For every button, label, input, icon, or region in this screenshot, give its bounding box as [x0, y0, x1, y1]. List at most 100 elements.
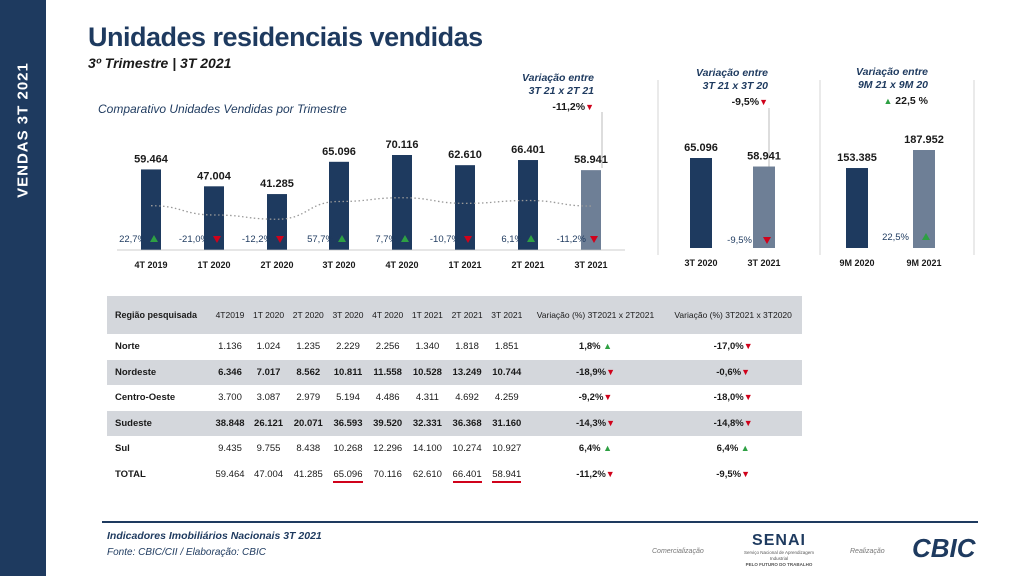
comercializacao-label: Comercialização: [652, 548, 704, 555]
triangle-down-icon: ▼: [743, 392, 753, 403]
variation-box-line2: 9M 21 x 9M 20: [857, 79, 928, 91]
variation-label: -11,2%: [557, 234, 587, 245]
variation-label: -9,5%: [727, 235, 752, 246]
table-cell: 12.296: [367, 436, 408, 462]
table-cell: 10.744: [486, 359, 527, 386]
table-row: Centro-Oeste 3.700 3.087 2.979 5.194 4.486 4.3…: [107, 385, 802, 411]
triangle-up-icon: ▲: [600, 443, 612, 454]
table-header-cell: 3T 2020: [328, 296, 368, 335]
bar-value-label: 59.464: [134, 153, 169, 165]
table-cell: 20.071: [288, 410, 329, 437]
bar-value-label: 65.096: [322, 146, 356, 158]
table-header-cell: Região pesquisada: [107, 296, 212, 335]
table-cell: 7.017: [248, 359, 289, 386]
table-header-cell: 3T 2021: [486, 296, 527, 335]
x-tick-label: 1T 2021: [448, 260, 481, 270]
table-cell: 13.249: [447, 359, 487, 386]
table-cell: 59.464: [211, 461, 249, 488]
cbic-logo: CBIC: [912, 533, 976, 563]
variation-box-value: 22,5 %: [895, 95, 928, 107]
triangle-up-icon: [150, 235, 158, 242]
table-header-cell: Variação (%) 3T2021 x 3T2020: [664, 296, 802, 335]
table-cell: 14.100: [407, 436, 448, 462]
x-tick-label: 4T 2020: [385, 260, 418, 270]
table-header-cell: 2T 2021: [447, 296, 487, 335]
variation-label: 57,7%: [307, 234, 334, 245]
table-cell: 70.116: [367, 461, 408, 488]
variation-box-line2: 3T 21 x 2T 21: [528, 85, 594, 97]
variation-label: -12,2%: [242, 234, 273, 245]
table-cell: 1.235: [288, 334, 329, 360]
triangle-down-icon: ▼: [743, 341, 753, 352]
trend-line: [150, 197, 592, 220]
table-variation-cell: -14,8%▼: [664, 410, 802, 437]
table-variation-cell: 1,8% ▲: [526, 334, 665, 360]
bar-9m-2021: [913, 150, 935, 248]
charts-area: 59.464 4T 2019 22,7% 47.004 1T 2020 -21,0% 41.…: [117, 80, 975, 270]
table-cell: 62.610: [407, 461, 448, 488]
x-tick-label: 1T 2020: [197, 260, 230, 270]
triangle-down-icon: ▼: [605, 468, 615, 479]
table-cell: 38.848: [211, 410, 249, 437]
x-tick-label: 9M 2020: [839, 258, 874, 268]
footer-title: Indicadores Imobiliários Nacionais 3T 20…: [107, 530, 322, 542]
triangle-down-icon: ▼: [741, 366, 751, 377]
table-variation-cell: -0,6%▼: [664, 359, 802, 386]
variation-box-year: Variação entre 3T 21 x 3T 20 -9,5%▼: [672, 67, 768, 109]
table-header-cell: 1T 2020: [248, 296, 289, 335]
bar-1t-2021: [455, 165, 475, 250]
bar-value-label: 70.116: [385, 139, 418, 151]
table-cell: 41.285: [288, 461, 329, 488]
bar-2t-2021: [518, 160, 538, 250]
triangle-up-icon: [401, 235, 409, 242]
triangle-down-icon: [590, 236, 598, 243]
table-body: Norte 1.136 1.024 1.235 2.229 2.256 1.340 1.818…: [107, 334, 802, 488]
triangle-down-icon: [763, 237, 771, 244]
table-cell: 3.700: [211, 385, 249, 411]
table-header-cell: 2T 2020: [288, 296, 329, 335]
table-region-cell: TOTAL: [107, 461, 212, 488]
bar-3t-2021: [581, 170, 601, 250]
x-tick-label: 4T 2019: [134, 260, 167, 270]
bar-value-label: 41.285: [260, 178, 294, 190]
triangle-up-icon: [527, 235, 535, 242]
table-cell: 47.004: [248, 461, 289, 488]
table-cell: 1.818: [447, 334, 487, 360]
triangle-up-icon: ▲: [738, 443, 750, 454]
page-title: Unidades residenciais vendidas: [88, 22, 483, 52]
bar-4t-2020: [392, 155, 412, 250]
triangle-down-icon: ▼: [743, 417, 753, 428]
table-variation-cell: -9,5%▼: [664, 461, 802, 488]
variation-label: 22,7%: [119, 234, 146, 245]
x-tick-label: 9M 2021: [906, 258, 941, 268]
table-cell: 32.331: [407, 410, 448, 437]
realizacao-label: Realização: [850, 548, 885, 555]
bar-value-label: 187.952: [904, 134, 944, 146]
bar-value-label: 62.610: [448, 149, 482, 161]
bar-value-label: 66.401: [511, 144, 545, 156]
variation-box-line2: 3T 21 x 3T 20: [702, 80, 768, 92]
table-cell: 39.520: [367, 410, 408, 437]
sidebar: VENDAS 3T 2021: [0, 0, 46, 576]
senai-logo-text: SENAI: [752, 532, 806, 549]
table-region-cell: Centro-Oeste: [107, 385, 212, 411]
bar-1t-2020: [204, 186, 224, 250]
x-tick-label: 3T 2021: [574, 260, 607, 270]
table-cell: 10.274: [447, 436, 487, 462]
table-variation-cell: -18,0%▼: [664, 385, 802, 411]
table-cell: 9.755: [248, 436, 289, 462]
x-tick-label: 2T 2021: [511, 260, 544, 270]
table-cell: 6.346: [211, 359, 249, 386]
triangle-up-icon: ▲: [883, 96, 893, 106]
table-cell: 2.256: [367, 334, 408, 360]
senai-logo-sub2: PELO FUTURO DO TRABALHO: [745, 562, 813, 567]
bar-value-label: 58.941: [574, 154, 608, 166]
table-row: Nordeste 6.346 7.017 8.562 10.811 11.558 10.52…: [107, 359, 802, 386]
bar-9m-2020: [846, 168, 868, 248]
table-cell: 8.562: [288, 359, 329, 386]
table-cell: 1.136: [211, 334, 249, 360]
triangle-up-icon: ▲: [600, 341, 612, 352]
table-row: TOTAL 59.464 47.004 41.285 65.096 70.116 62.61…: [107, 461, 802, 488]
variation-label: 7,7%: [375, 234, 397, 245]
table-cell: 31.160: [486, 410, 527, 437]
